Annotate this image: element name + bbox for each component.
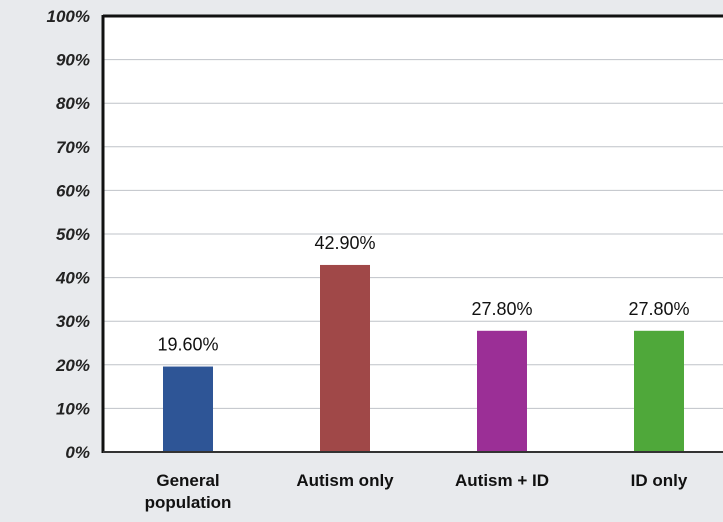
bar: [320, 264, 370, 452]
data-labels: 19.60% 42.90% 27.80% 27.80%: [157, 233, 689, 355]
y-tick-label: 30%: [56, 312, 90, 331]
y-tick-label: 0%: [65, 443, 90, 462]
data-label: 27.80%: [471, 299, 532, 319]
y-tick-label: 20%: [55, 356, 90, 375]
category-label: General: [156, 471, 219, 490]
x-axis-categories: General population Autism only Autism + ID I…: [145, 471, 688, 512]
data-label: 42.90%: [314, 233, 375, 253]
data-label: 19.60%: [157, 335, 218, 355]
y-axis-ticks: 0% 10% 20% 30% 40% 50% 60% 70% 80% 90% 100%: [47, 7, 90, 462]
category-label: ID only: [631, 471, 688, 490]
y-tick-label: 70%: [56, 138, 90, 157]
data-label: 27.80%: [628, 299, 689, 319]
y-tick-label: 60%: [56, 181, 90, 200]
y-tick-label: 50%: [56, 225, 90, 244]
y-tick-label: 10%: [56, 399, 90, 418]
y-tick-label: 80%: [56, 94, 90, 113]
y-tick-label: 100%: [47, 7, 90, 26]
y-tick-label: 40%: [55, 269, 90, 288]
y-tick-label: 90%: [56, 51, 90, 70]
category-label: Autism + ID: [455, 471, 549, 490]
bar: [477, 330, 527, 452]
bar: [163, 366, 213, 452]
bars: [163, 264, 684, 452]
category-label: Autism only: [296, 471, 394, 490]
category-label: population: [145, 493, 232, 512]
bar: [634, 330, 684, 452]
